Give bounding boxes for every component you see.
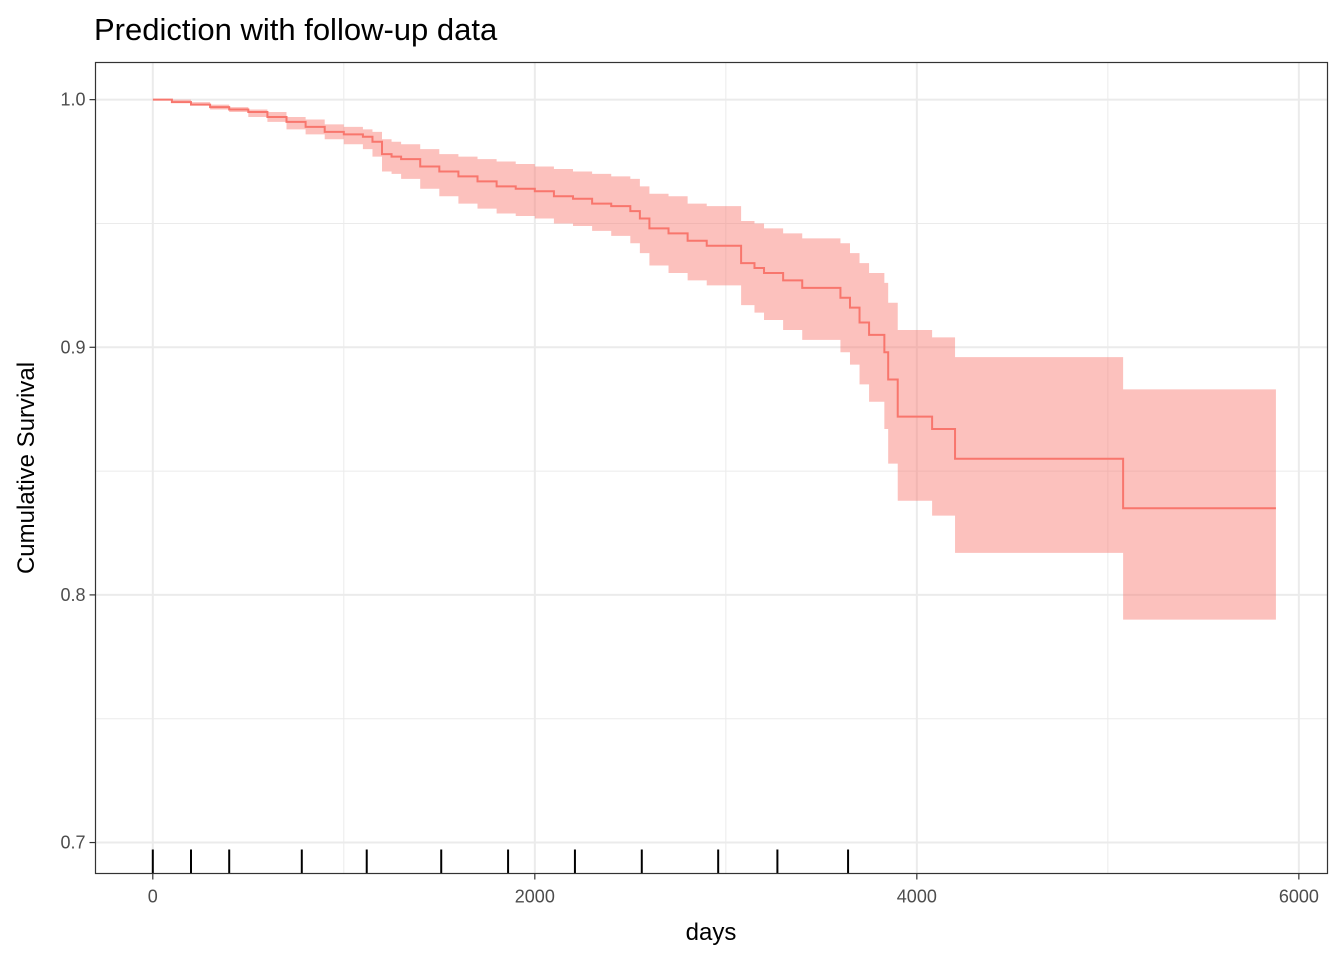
x-tick-label: 0 (148, 887, 158, 907)
grid (95, 62, 1328, 874)
chart-title: Prediction with follow-up data (94, 12, 498, 47)
panel-border (94, 61, 1329, 875)
survival-line-layer (152, 98, 1276, 510)
y-tick-label: 0.9 (60, 337, 85, 357)
x-tick-label: 4000 (897, 887, 937, 907)
x-axis-title: days (686, 919, 737, 946)
confidence-band (152, 99, 1276, 620)
x-tick-label: 2000 (515, 887, 555, 907)
rug-layer (151, 849, 850, 874)
y-tick-label: 1.0 (60, 90, 85, 110)
x-axis: 0 2000 4000 6000 (148, 873, 1319, 907)
survival-curve (152, 98, 1276, 510)
y-tick-label: 0.8 (60, 585, 85, 605)
y-axis: 0.7 0.8 0.9 1.0 (60, 90, 96, 853)
confidence-band-layer (152, 99, 1276, 620)
x-tick-label: 6000 (1279, 887, 1319, 907)
y-tick-label: 0.7 (60, 833, 85, 853)
y-axis-title: Cumulative Survival (13, 362, 40, 574)
